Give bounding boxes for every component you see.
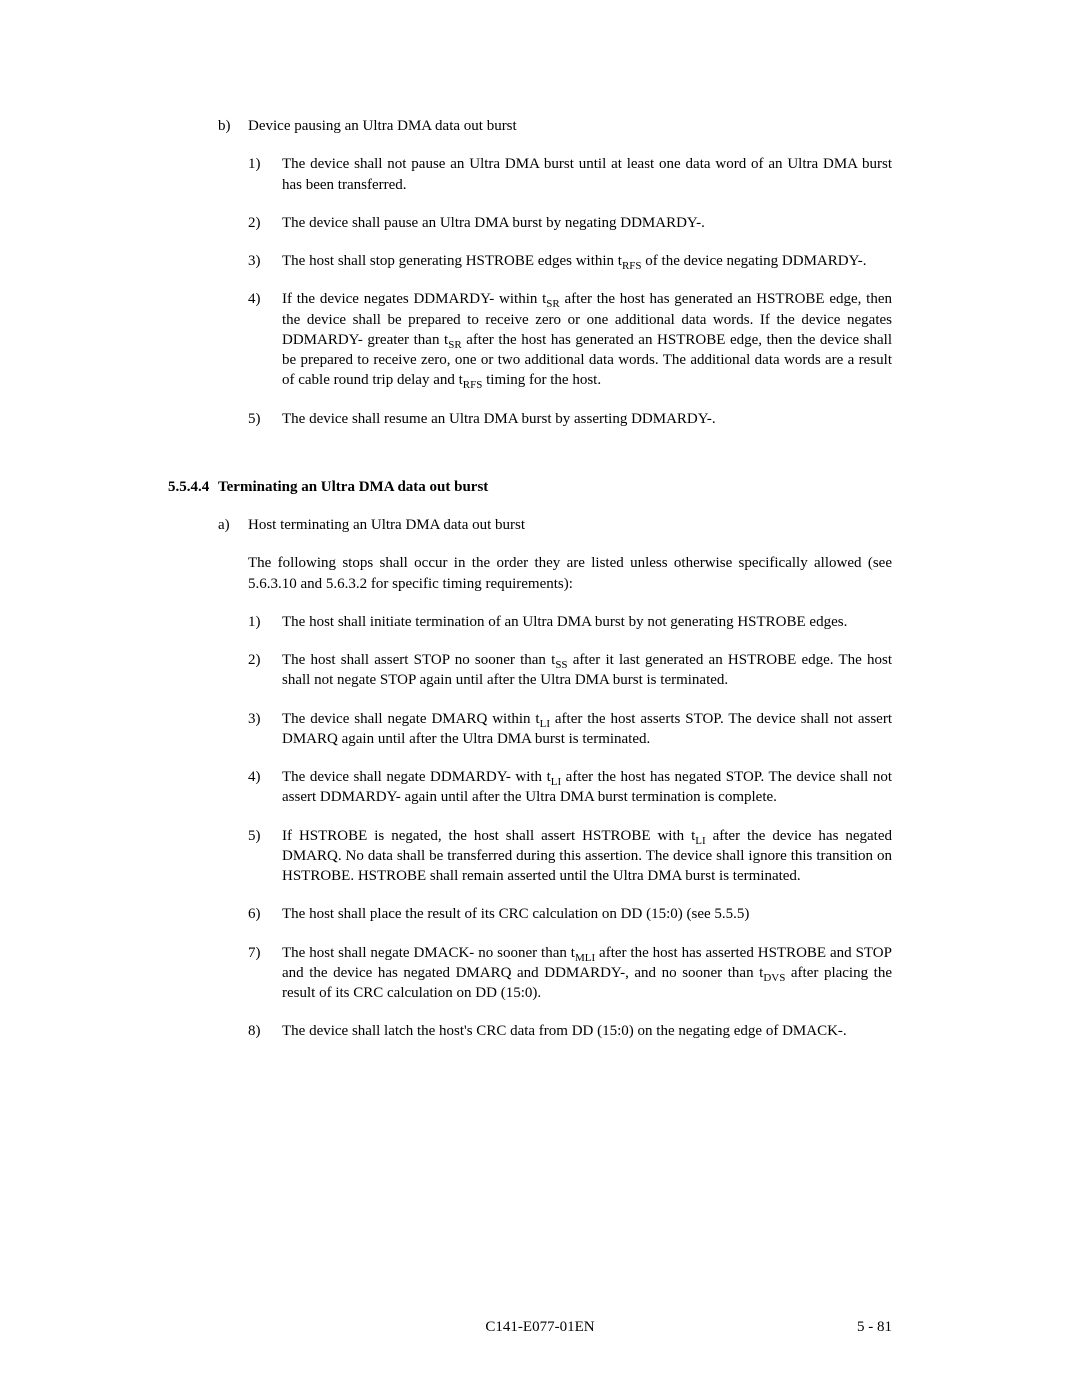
heading-number: 5.5.4.4 bbox=[168, 477, 218, 497]
page-footer: C141-E077-01EN 5 - 81 bbox=[0, 1317, 1080, 1337]
section-b-title: Device pausing an Ultra DMA data out bur… bbox=[248, 116, 892, 136]
list-item: 1) The device shall not pause an Ultra D… bbox=[248, 154, 892, 195]
item-number: 5) bbox=[248, 826, 282, 887]
item-number: 3) bbox=[248, 251, 282, 271]
item-number: 3) bbox=[248, 709, 282, 750]
list-item: 8) The device shall latch the host's CRC… bbox=[248, 1021, 892, 1041]
item-number: 5) bbox=[248, 409, 282, 429]
item-text: The device shall resume an Ultra DMA bur… bbox=[282, 409, 892, 429]
section-b-list: 1) The device shall not pause an Ultra D… bbox=[248, 154, 892, 429]
list-item: 5) The device shall resume an Ultra DMA … bbox=[248, 409, 892, 429]
item-number: 1) bbox=[248, 154, 282, 195]
list-item: 7) The host shall negate DMACK- no soone… bbox=[248, 943, 892, 1004]
item-number: 2) bbox=[248, 213, 282, 233]
section-heading: 5.5.4.4 Terminating an Ultra DMA data ou… bbox=[168, 477, 892, 497]
list-item: 3) The device shall negate DMARQ within … bbox=[248, 709, 892, 750]
item-text: The host shall place the result of its C… bbox=[282, 904, 892, 924]
document-page: b) Device pausing an Ultra DMA data out … bbox=[0, 0, 1080, 1397]
list-item: 4) The device shall negate DDMARDY- with… bbox=[248, 767, 892, 808]
section-b: b) Device pausing an Ultra DMA data out … bbox=[218, 116, 892, 429]
list-item: 1) The host shall initiate termination o… bbox=[248, 612, 892, 632]
item-text: If HSTROBE is negated, the host shall as… bbox=[282, 826, 892, 887]
section-a-label: a) bbox=[218, 515, 248, 535]
item-text: The device shall not pause an Ultra DMA … bbox=[282, 154, 892, 195]
list-item: 6) The host shall place the result of it… bbox=[248, 904, 892, 924]
item-number: 8) bbox=[248, 1021, 282, 1041]
list-item: 4) If the device negates DDMARDY- within… bbox=[248, 289, 892, 390]
item-text: The host shall initiate termination of a… bbox=[282, 612, 892, 632]
section-b-label: b) bbox=[218, 116, 248, 136]
item-number: 6) bbox=[248, 904, 282, 924]
item-text: The device shall negate DDMARDY- with tL… bbox=[282, 767, 892, 808]
item-text: The device shall negate DMARQ within tLI… bbox=[282, 709, 892, 750]
item-text: The device shall pause an Ultra DMA burs… bbox=[282, 213, 892, 233]
footer-doc-id: C141-E077-01EN bbox=[0, 1317, 1080, 1337]
item-text: The host shall assert STOP no sooner tha… bbox=[282, 650, 892, 691]
list-item: 2) The device shall pause an Ultra DMA b… bbox=[248, 213, 892, 233]
item-text: The host shall negate DMACK- no sooner t… bbox=[282, 943, 892, 1004]
item-number: 4) bbox=[248, 289, 282, 390]
item-text: The device shall latch the host's CRC da… bbox=[282, 1021, 892, 1041]
list-item: 5) If HSTROBE is negated, the host shall… bbox=[248, 826, 892, 887]
item-number: 7) bbox=[248, 943, 282, 1004]
section-a: a) Host terminating an Ultra DMA data ou… bbox=[218, 515, 892, 1042]
section-b-header: b) Device pausing an Ultra DMA data out … bbox=[218, 116, 892, 136]
item-number: 1) bbox=[248, 612, 282, 632]
section-a-intro: The following stops shall occur in the o… bbox=[248, 553, 892, 594]
item-text: If the device negates DDMARDY- within tS… bbox=[282, 289, 892, 390]
item-text: The host shall stop generating HSTROBE e… bbox=[282, 251, 892, 271]
list-item: 2) The host shall assert STOP no sooner … bbox=[248, 650, 892, 691]
section-a-header: a) Host terminating an Ultra DMA data ou… bbox=[218, 515, 892, 535]
section-a-title: Host terminating an Ultra DMA data out b… bbox=[248, 515, 892, 535]
item-number: 2) bbox=[248, 650, 282, 691]
heading-title: Terminating an Ultra DMA data out burst bbox=[218, 477, 488, 497]
item-number: 4) bbox=[248, 767, 282, 808]
list-item: 3) The host shall stop generating HSTROB… bbox=[248, 251, 892, 271]
section-a-list: 1) The host shall initiate termination o… bbox=[248, 612, 892, 1042]
